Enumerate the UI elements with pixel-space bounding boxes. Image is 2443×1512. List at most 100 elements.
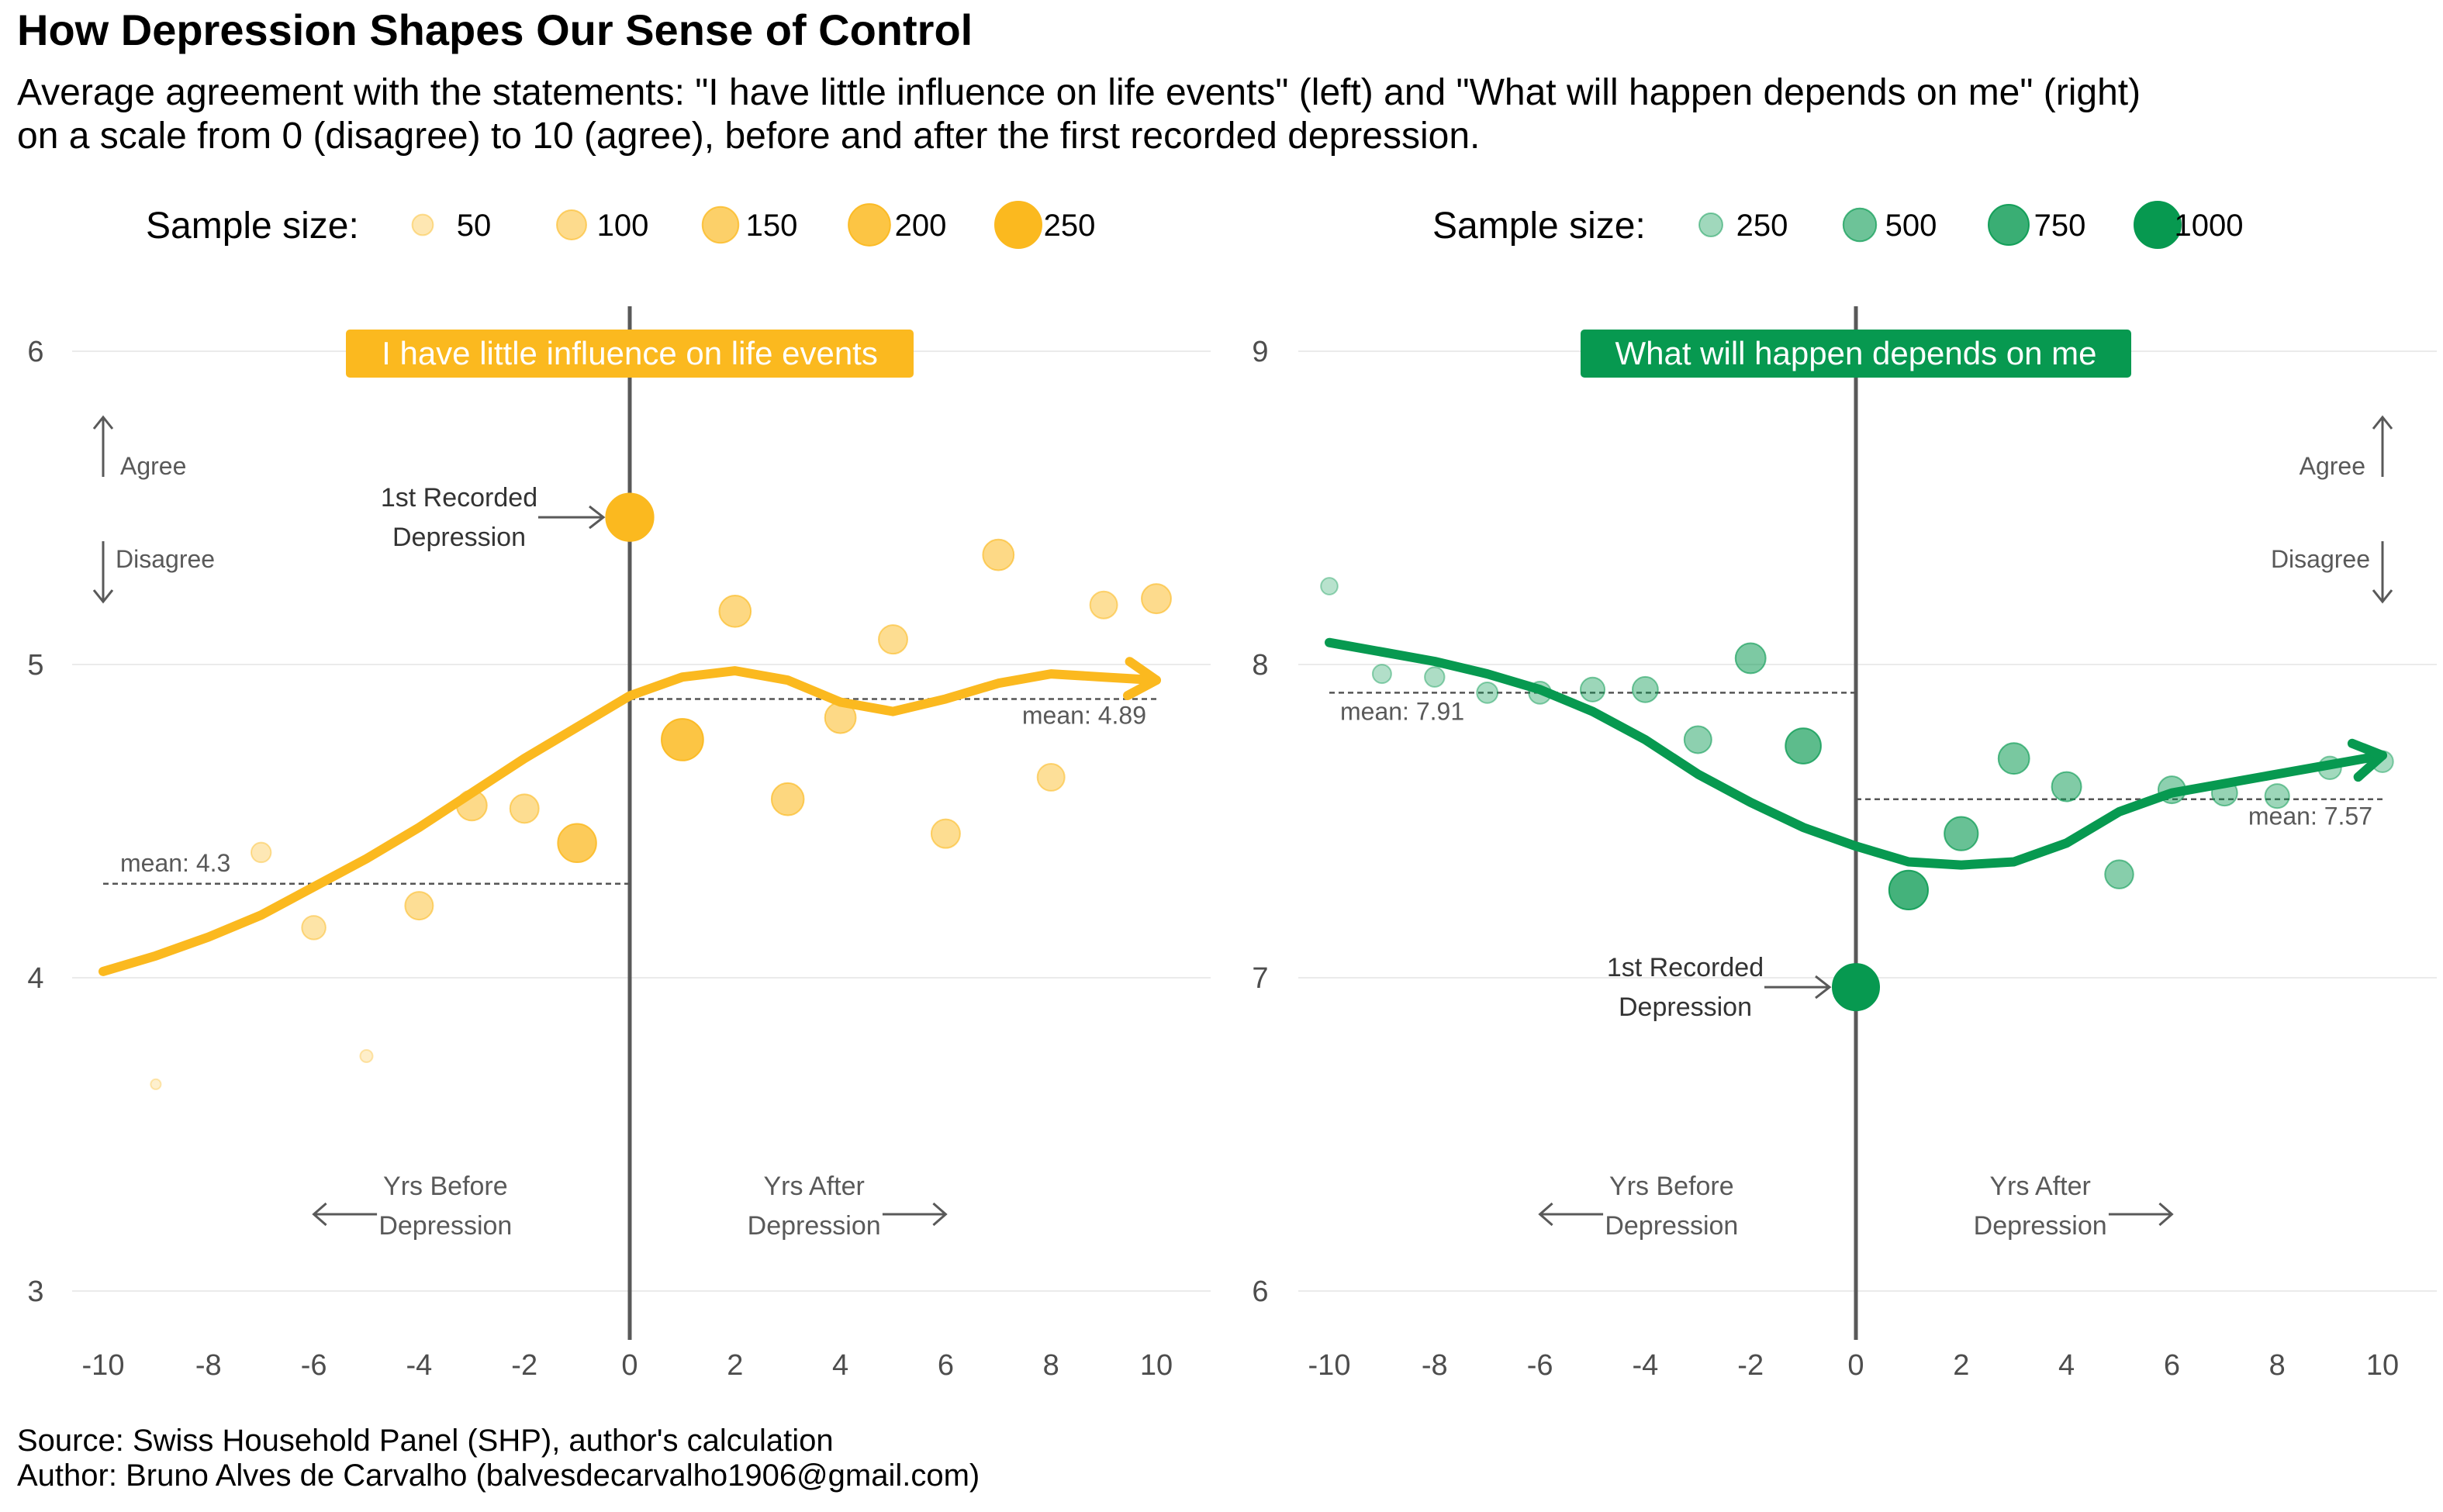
left-agree-arrow xyxy=(92,415,114,477)
left-before-label-line-2: Depression xyxy=(378,1211,512,1241)
left-y-tick-label: 4 xyxy=(27,962,43,995)
chart-caption: Source: Swiss Household Panel (SHP), aut… xyxy=(17,1424,980,1493)
left-x-tick-label: -4 xyxy=(406,1349,433,1382)
right-legend-title: Sample size: xyxy=(1432,205,1646,247)
right-data-point xyxy=(1424,666,1446,688)
left-legend-label: 250 xyxy=(1044,209,1096,243)
right-x-tick-label: -4 xyxy=(1633,1349,1659,1382)
left-after-arrow xyxy=(882,1202,948,1227)
right-legend-label: 1000 xyxy=(2175,209,2244,243)
left-data-point xyxy=(982,538,1015,571)
right-y-tick-label: 9 xyxy=(1252,336,1268,368)
right-x-tick-label: 6 xyxy=(2164,1349,2180,1382)
left-x-tick-label: 0 xyxy=(621,1349,638,1382)
right-legend-key xyxy=(1698,212,1723,237)
left-panel-label: I have little influence on life events xyxy=(382,335,878,371)
left-panel-label-box xyxy=(346,330,914,378)
left-x-tick-label: 8 xyxy=(1043,1349,1059,1382)
left-x-tick-label: -8 xyxy=(195,1349,222,1382)
left-data-point xyxy=(509,793,540,824)
left-x-tick-label: -2 xyxy=(511,1349,537,1382)
right-data-point xyxy=(2264,783,2290,810)
right-y-tick-label: 8 xyxy=(1252,649,1268,682)
left-legend-key xyxy=(556,209,587,240)
left-legend-key xyxy=(411,213,434,236)
right-x-tick-label: 8 xyxy=(2269,1349,2286,1382)
left-trend-arrowhead xyxy=(1123,657,1161,700)
left-data-point xyxy=(359,1048,374,1064)
left-disagree-label: Disagree xyxy=(116,545,215,573)
right-panel-label-box xyxy=(1581,330,2131,378)
left-legend-label: 50 xyxy=(457,209,492,243)
left-legend-label: 200 xyxy=(895,209,947,243)
right-legend-key xyxy=(1842,207,1878,243)
right-data-point xyxy=(1734,642,1767,675)
caption-author: Author: Bruno Alves de Carvalho (balvesd… xyxy=(17,1458,980,1493)
right-x-tick-label: -10 xyxy=(1308,1349,1351,1382)
left-data-point xyxy=(1036,762,1066,792)
subtitle-line-1: Average agreement with the statements: "… xyxy=(17,72,2141,113)
right-x-tick-label: 10 xyxy=(2366,1349,2399,1382)
left-data-point xyxy=(770,782,805,816)
caption-source: Source: Swiss Household Panel (SHP), aut… xyxy=(17,1424,834,1458)
right-x-tick-label: 2 xyxy=(1953,1349,1969,1382)
left-annotation-line-1: 1st Recorded xyxy=(381,483,537,513)
right-mean-before-label: mean: 7.91 xyxy=(1340,697,1464,725)
right-y-tick-label: 7 xyxy=(1252,962,1268,995)
subtitle-line-2: on a scale from 0 (disagree) to 10 (agre… xyxy=(17,116,1481,157)
right-trend-arrowhead xyxy=(2347,738,2387,782)
left-data-point xyxy=(150,1078,162,1090)
left-data-point xyxy=(930,818,961,849)
left-legend-key xyxy=(701,205,740,244)
right-annotation-line-2: Depression xyxy=(1619,992,1752,1022)
right-x-tick-label: -2 xyxy=(1737,1349,1764,1382)
left-data-point xyxy=(1089,590,1118,620)
left-data-point xyxy=(1141,583,1172,615)
right-data-point xyxy=(1579,676,1606,702)
left-x-tick-label: 6 xyxy=(938,1349,954,1382)
left-legend-key xyxy=(994,201,1042,249)
right-data-point xyxy=(1785,727,1822,765)
left-data-point xyxy=(661,718,704,761)
chart-subtitle: Average agreement with the statements: "… xyxy=(17,71,2141,158)
right-before-label-line-1: Yrs Before xyxy=(1609,1172,1734,1201)
left-before-label-line-1: Yrs Before xyxy=(383,1172,508,1201)
left-mean-after-label: mean: 4.89 xyxy=(1022,701,1146,729)
right-x-tick-label: 0 xyxy=(1847,1349,1864,1382)
right-data-point xyxy=(2051,771,2082,803)
right-panel-label: What will happen depends on me xyxy=(1615,335,2096,371)
right-data-point xyxy=(1832,963,1880,1012)
right-y-tick-label: 6 xyxy=(1252,1276,1268,1308)
right-annotation-line-1: 1st Recorded xyxy=(1607,953,1764,982)
right-legend-label: 500 xyxy=(1885,209,1937,243)
left-data-point xyxy=(605,492,655,542)
left-y-tick-label: 3 xyxy=(27,1276,43,1308)
left-y-tick-label: 5 xyxy=(27,649,43,682)
right-legend-label: 250 xyxy=(1736,209,1788,243)
left-data-point xyxy=(878,624,908,655)
right-data-point xyxy=(1683,725,1712,754)
left-x-tick-label: -6 xyxy=(301,1349,327,1382)
right-agree-label: Agree xyxy=(2300,452,2365,480)
right-disagree-arrow xyxy=(2372,541,2393,604)
left-data-point xyxy=(718,594,752,628)
right-after-arrow xyxy=(2108,1202,2174,1227)
right-after-label-line-2: Depression xyxy=(1974,1211,2107,1241)
right-data-point xyxy=(1371,664,1392,685)
right-data-point xyxy=(1944,816,1979,851)
right-trend-line xyxy=(1325,637,2387,870)
right-data-point xyxy=(1320,577,1339,595)
left-legend-label: 150 xyxy=(746,209,798,243)
left-y-tick-label: 6 xyxy=(27,336,43,368)
right-data-point xyxy=(1631,675,1659,703)
left-x-tick-label: 2 xyxy=(727,1349,743,1382)
left-agree-label: Agree xyxy=(120,452,186,480)
left-annotation-arrow xyxy=(538,505,606,530)
left-mean-before-label: mean: 4.3 xyxy=(120,849,230,877)
left-data-point xyxy=(301,915,327,941)
left-x-tick-label: -10 xyxy=(82,1349,125,1382)
left-after-label-line-2: Depression xyxy=(748,1211,881,1241)
left-x-tick-label: 4 xyxy=(832,1349,848,1382)
right-legend-key xyxy=(2134,201,2182,249)
